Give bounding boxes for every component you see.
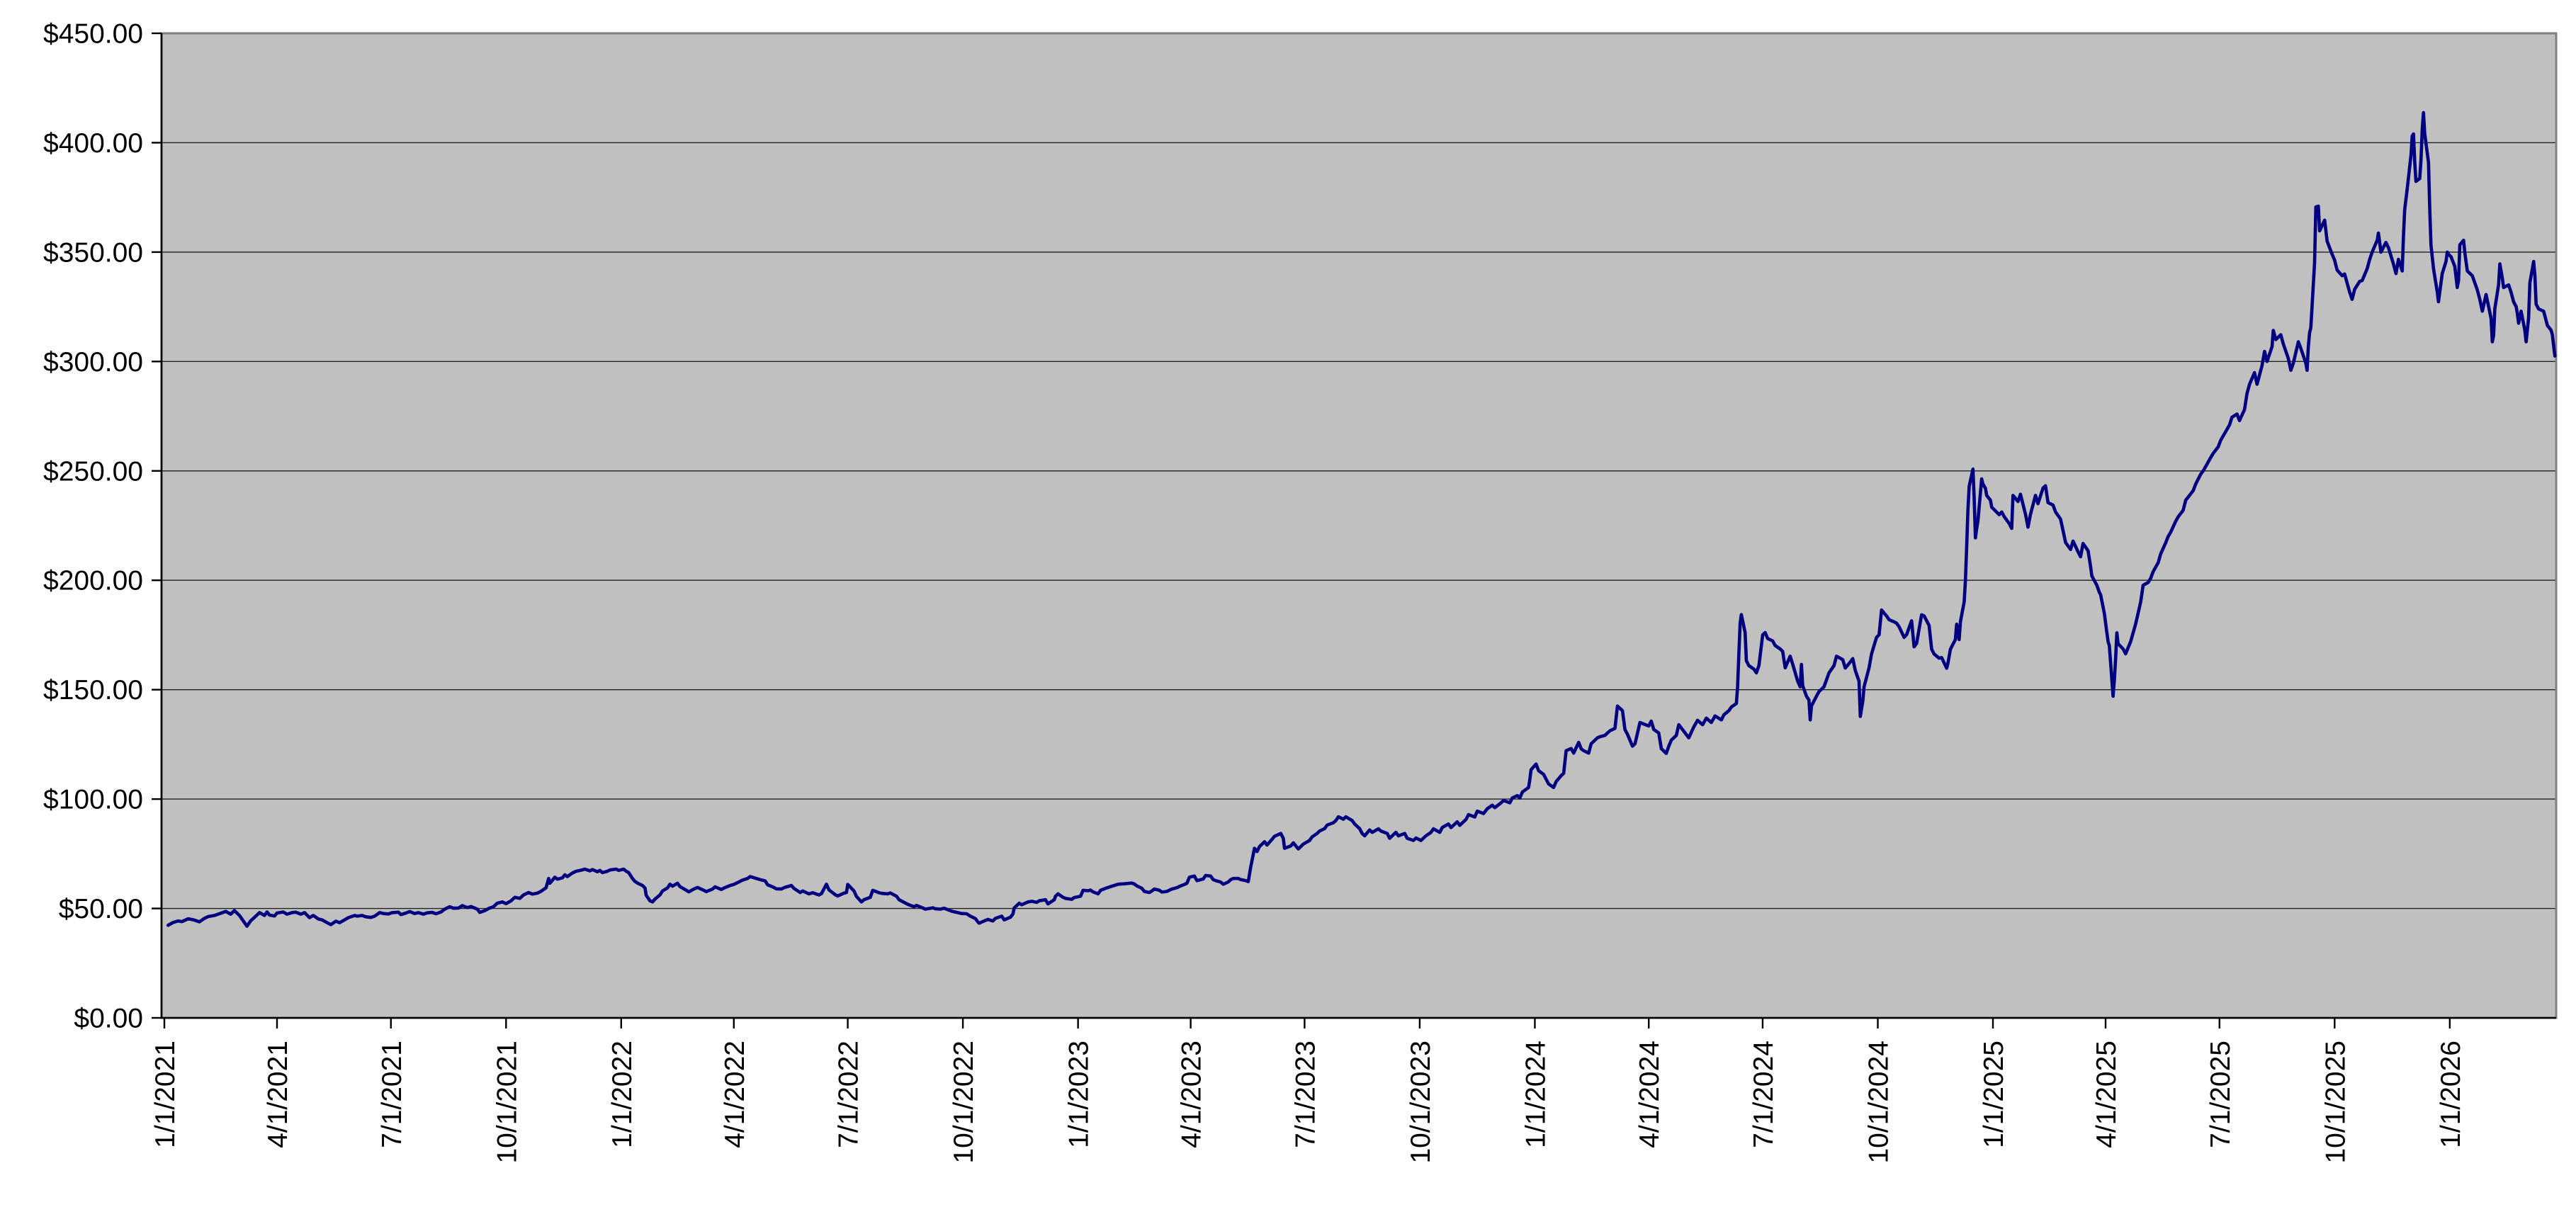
x-axis-label: 1/1/2025 (1979, 1041, 2009, 1148)
price-line[interactable] (166, 110, 2557, 928)
x-axis-label: 4/1/2024 (1634, 1041, 1665, 1148)
y-axis-label: $250.00 (43, 456, 143, 487)
x-axis-label: 7/1/2025 (2205, 1041, 2236, 1148)
x-axis-label: 10/1/2021 (492, 1041, 522, 1164)
y-axis-label: $100.00 (43, 785, 143, 815)
y-axis-label: $450.00 (43, 19, 143, 50)
x-axis-label: 1/1/2023 (1064, 1041, 1095, 1148)
x-axis-label: 7/1/2022 (834, 1041, 864, 1148)
x-axis-label: 4/1/2022 (720, 1041, 750, 1148)
x-axis-label: 10/1/2025 (2320, 1041, 2351, 1164)
y-axis-label: $350.00 (43, 237, 143, 268)
y-axis-label: $400.00 (43, 128, 143, 159)
plot-area[interactable] (162, 33, 2556, 1018)
x-axis-label: 1/1/2024 (1520, 1041, 1551, 1148)
x-axis-label: 7/1/2024 (1749, 1041, 1779, 1148)
x-axis-label: 4/1/2025 (2091, 1041, 2122, 1148)
x-axis-label: 4/1/2021 (263, 1041, 293, 1148)
x-axis-label: 10/1/2024 (1863, 1041, 1894, 1164)
y-axis-label: $0.00 (74, 1004, 143, 1034)
y-axis-label: $200.00 (43, 566, 143, 596)
x-axis-label: 1/1/2026 (2436, 1041, 2466, 1148)
x-axis-label: 1/1/2021 (150, 1041, 181, 1148)
x-axis-label: 10/1/2023 (1406, 1041, 1436, 1164)
x-axis-label: 4/1/2023 (1177, 1041, 1207, 1148)
x-axis-label: 7/1/2023 (1290, 1041, 1321, 1148)
x-axis-label: 1/1/2022 (607, 1041, 638, 1148)
y-axis-label: $300.00 (43, 347, 143, 378)
y-axis-label: $50.00 (59, 894, 143, 924)
y-axis-label: $150.00 (43, 675, 143, 706)
x-axis-label: 7/1/2021 (377, 1041, 407, 1148)
x-axis-label: 10/1/2022 (949, 1041, 979, 1164)
